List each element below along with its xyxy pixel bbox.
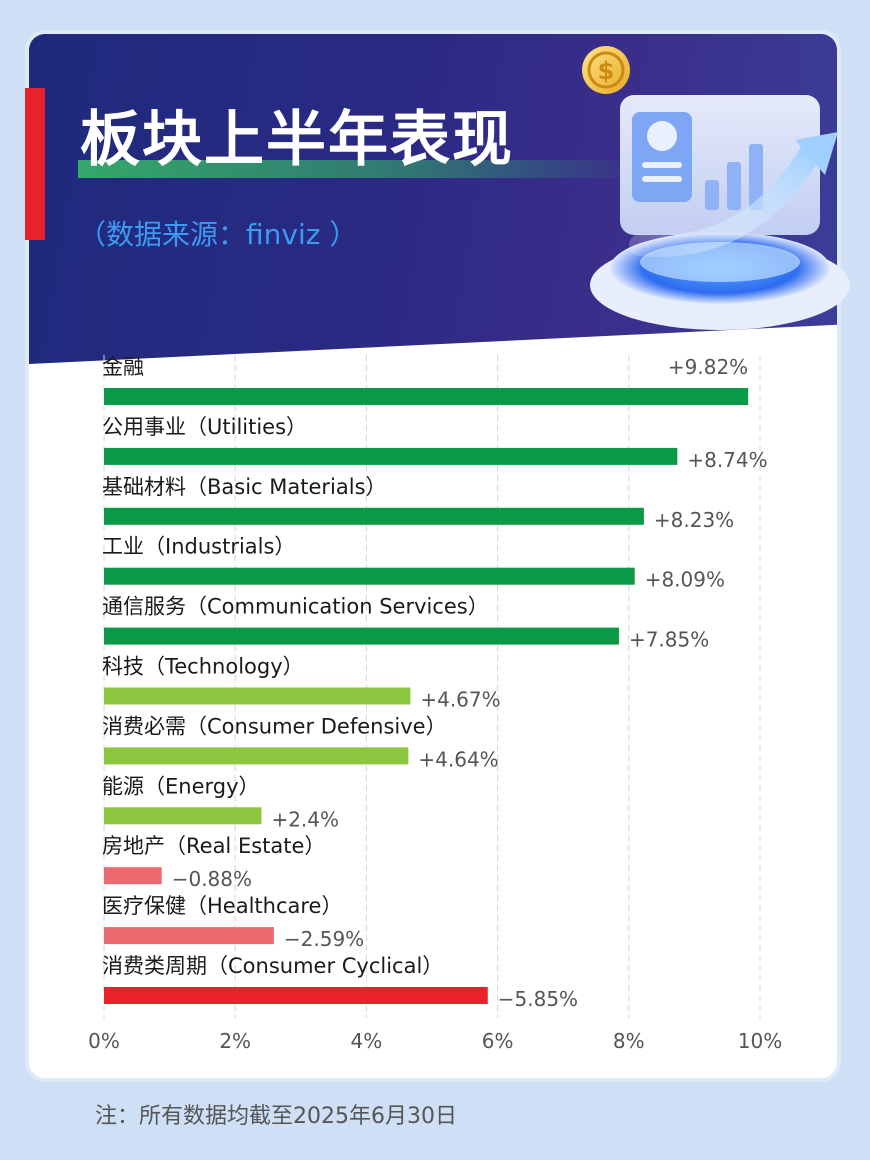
page-title: 板块上半年表现 bbox=[80, 105, 514, 175]
chart-grid bbox=[103, 355, 761, 1018]
x-tick-label: 10% bbox=[738, 1029, 782, 1053]
category-label: 公用事业（Utilities） bbox=[102, 415, 307, 439]
category-label: 通信服务（Communication Services） bbox=[102, 595, 489, 619]
value-label: −0.88% bbox=[172, 867, 252, 891]
value-label: +2.4% bbox=[271, 807, 339, 831]
bar bbox=[104, 987, 488, 1004]
bar bbox=[104, 388, 749, 405]
category-label: 能源（Energy） bbox=[102, 774, 260, 798]
bar bbox=[104, 747, 409, 765]
bar bbox=[104, 867, 162, 885]
x-tick-label: 2% bbox=[219, 1029, 251, 1053]
value-label: −2.59% bbox=[284, 927, 364, 951]
category-label: 房地产（Real Estate） bbox=[102, 834, 325, 858]
value-label: +4.64% bbox=[418, 747, 498, 771]
x-tick-label: 4% bbox=[351, 1029, 383, 1053]
bar bbox=[104, 687, 411, 705]
value-label: +7.85% bbox=[629, 628, 709, 652]
chart-bars: 金融 +9.82% 公用事业（Utilities） +8.74% 基础材料（Basic … bbox=[102, 355, 768, 1011]
category-label: 消费类周期（Consumer Cyclical） bbox=[102, 954, 443, 978]
bar bbox=[104, 507, 644, 525]
red-accent-bar bbox=[25, 88, 45, 240]
category-label: 金融 bbox=[102, 355, 144, 379]
value-label: −5.85% bbox=[498, 987, 578, 1011]
category-label: 科技（Technology） bbox=[102, 655, 304, 679]
value-label: +9.82% bbox=[668, 355, 748, 379]
bar bbox=[104, 627, 619, 645]
title-underline bbox=[78, 160, 638, 178]
value-label: +4.67% bbox=[420, 688, 500, 712]
bar bbox=[104, 927, 274, 945]
bar bbox=[104, 807, 262, 825]
category-label: 消费必需（Consumer Defensive） bbox=[102, 714, 447, 738]
category-label: 医疗保健（Healthcare） bbox=[102, 894, 342, 918]
svg-text:$: $ bbox=[598, 57, 615, 85]
bar bbox=[104, 567, 635, 585]
x-tick-label: 0% bbox=[88, 1029, 120, 1053]
dashboard-growth-icon: $ bbox=[582, 46, 850, 330]
value-label: +8.09% bbox=[645, 568, 725, 592]
bar bbox=[104, 447, 678, 465]
data-source-label: （数据来源：finviz ） bbox=[78, 218, 358, 251]
category-label: 基础材料（Basic Materials） bbox=[102, 475, 387, 499]
footnote: 注：所有数据均截至2025年6月30日 bbox=[95, 1104, 457, 1129]
x-tick-label: 6% bbox=[482, 1029, 514, 1053]
value-label: +8.23% bbox=[654, 508, 734, 532]
category-label: 工业（Industrials） bbox=[102, 535, 295, 559]
coin-icon: $ bbox=[582, 46, 630, 94]
x-tick-label: 8% bbox=[613, 1029, 645, 1053]
value-label: +8.74% bbox=[687, 448, 767, 472]
x-axis-ticks: 0% 2% 4% 6% 8% 10% bbox=[88, 1029, 782, 1053]
